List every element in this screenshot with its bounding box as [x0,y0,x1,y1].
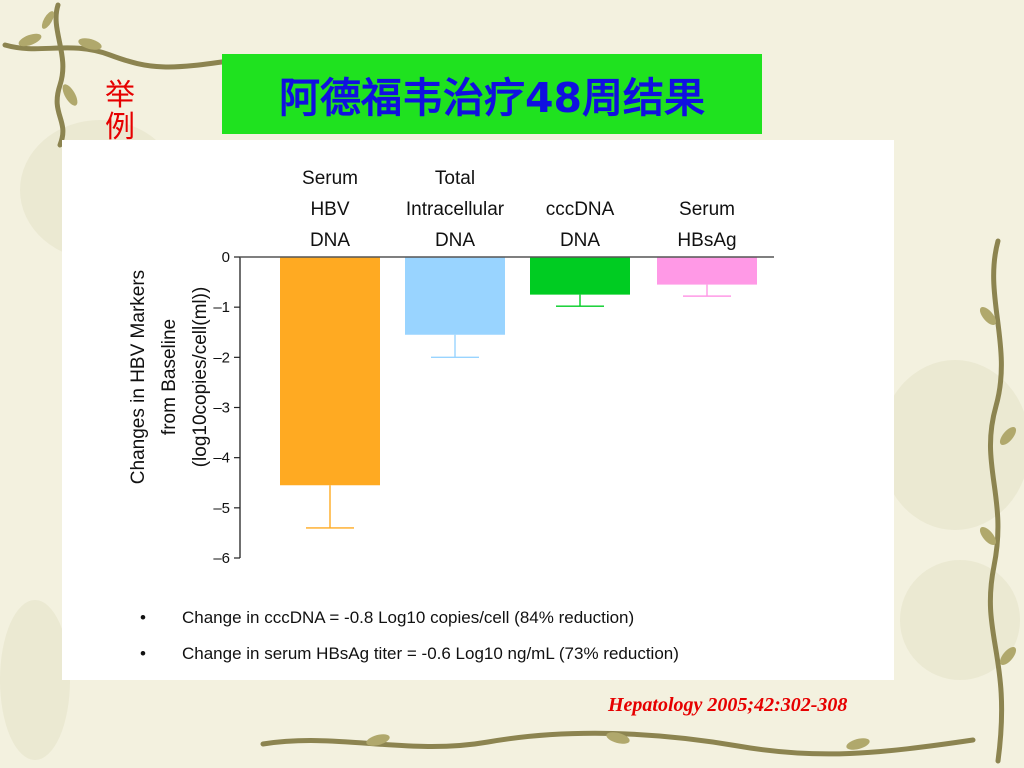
category-label: DNA [310,230,350,251]
category-label: DNA [435,230,475,251]
vine-decoration-bottom [260,730,976,757]
bar [405,257,505,335]
category-label: Intracellular [406,199,505,220]
y-axis-title: Changes in HBV Markers [128,270,149,484]
bullet-text: Change in serum HBsAg titer = -0.6 Log10… [182,644,679,663]
y-axis-title: (log10copies/cell(ml)) [190,287,211,468]
y-tick-label: –6 [213,550,230,567]
y-tick-label: –3 [213,400,230,417]
bar [280,257,380,486]
vine-decoration-right [979,238,1017,764]
y-tick-label: –4 [213,450,230,467]
title-banner: 阿德福韦治疗48周结果 [222,54,762,134]
category-label: Serum [302,168,358,189]
y-tick-label: –2 [213,349,230,366]
background-blob [0,600,70,760]
bar [657,257,757,285]
citation: Hepatology 2005;42:302-308 [608,694,848,716]
y-tick-label: 0 [222,249,230,266]
bar-chart: 0 –1 –2 –3 –4 –5 –6 Serum HBV DNA Total Intracellul… [128,168,774,567]
category-label: Total [435,168,475,189]
y-tick-label: –5 [213,500,230,517]
figure-panel: 0 –1 –2 –3 –4 –5 –6 Serum HBV DNA Total Intracellul… [62,140,894,680]
y-tick-label: –1 [213,299,230,316]
category-label: HBV [310,199,349,220]
bullet-symbol: • [140,608,146,627]
slide-title: 阿德福韦治疗48周结果 [278,74,706,122]
bar [530,257,630,295]
list-item: • Change in cccDNA = -0.8 Log10 copies/c… [140,608,880,644]
category-label: DNA [560,230,600,251]
list-item: • Change in serum HBsAg titer = -0.6 Log… [140,644,880,680]
bullet-text: Change in cccDNA = -0.8 Log10 copies/cel… [182,608,635,627]
example-label: 举例 [105,78,135,145]
bullet-list: • Change in cccDNA = -0.8 Log10 copies/c… [140,608,880,680]
vine-decoration-top-left [2,2,238,148]
y-axis-title: from Baseline [159,319,180,435]
category-label: HBsAg [677,230,736,251]
bullet-symbol: • [140,644,146,663]
category-label: cccDNA [546,199,615,220]
category-label: Serum [679,199,735,220]
